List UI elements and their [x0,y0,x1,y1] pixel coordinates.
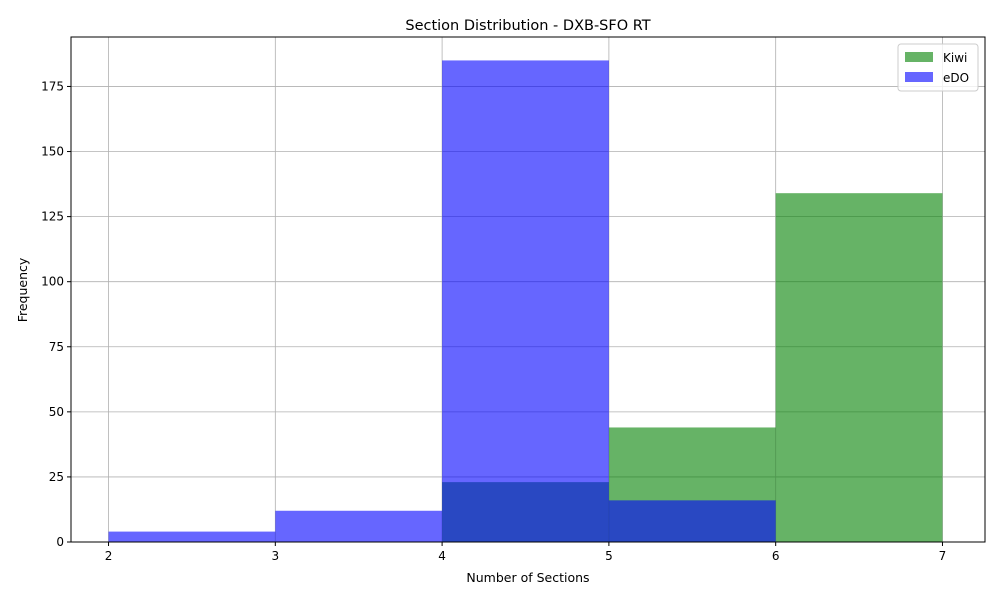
bar-kiwi-bin-6-7 [775,193,943,543]
y-tick-label: 100 [41,275,64,289]
histogram-bars [108,60,943,543]
legend-swatch-edo [905,72,933,82]
legend-label-edo: eDO [943,71,969,85]
x-tick-label: 7 [939,549,947,563]
x-tick-label: 3 [271,549,279,563]
x-tick-label: 2 [105,549,113,563]
y-tick-label: 25 [49,470,64,484]
bar-edo-bin-2-3 [108,531,276,542]
y-tick-label: 150 [41,145,64,159]
y-axis-label: Frequency [15,257,30,322]
y-tick-label: 75 [49,340,64,354]
bar-edo-bin-5-6 [608,500,776,542]
x-axis-label: Number of Sections [466,570,589,585]
chart-title: Section Distribution - DXB-SFO RT [405,18,650,34]
plot-frame [70,36,986,543]
x-tick-label: 5 [605,549,613,563]
axes: 2 3 4 5 6 7 0 25 50 75 100 125 150 175 [41,36,986,563]
y-tick-label: 125 [41,210,64,224]
x-tick-label: 6 [772,549,780,563]
legend-swatch-kiwi [905,52,933,62]
bar-edo-bin-3-4 [275,510,443,542]
y-tick-label: 175 [41,79,64,93]
legend-label-kiwi: Kiwi [943,51,967,65]
bar-edo-bin-4-5 [442,60,609,543]
x-tick-label: 4 [438,549,446,563]
y-tick-label: 50 [49,405,64,419]
legend: Kiwi eDO [897,43,979,92]
y-tick-label: 0 [56,535,64,549]
